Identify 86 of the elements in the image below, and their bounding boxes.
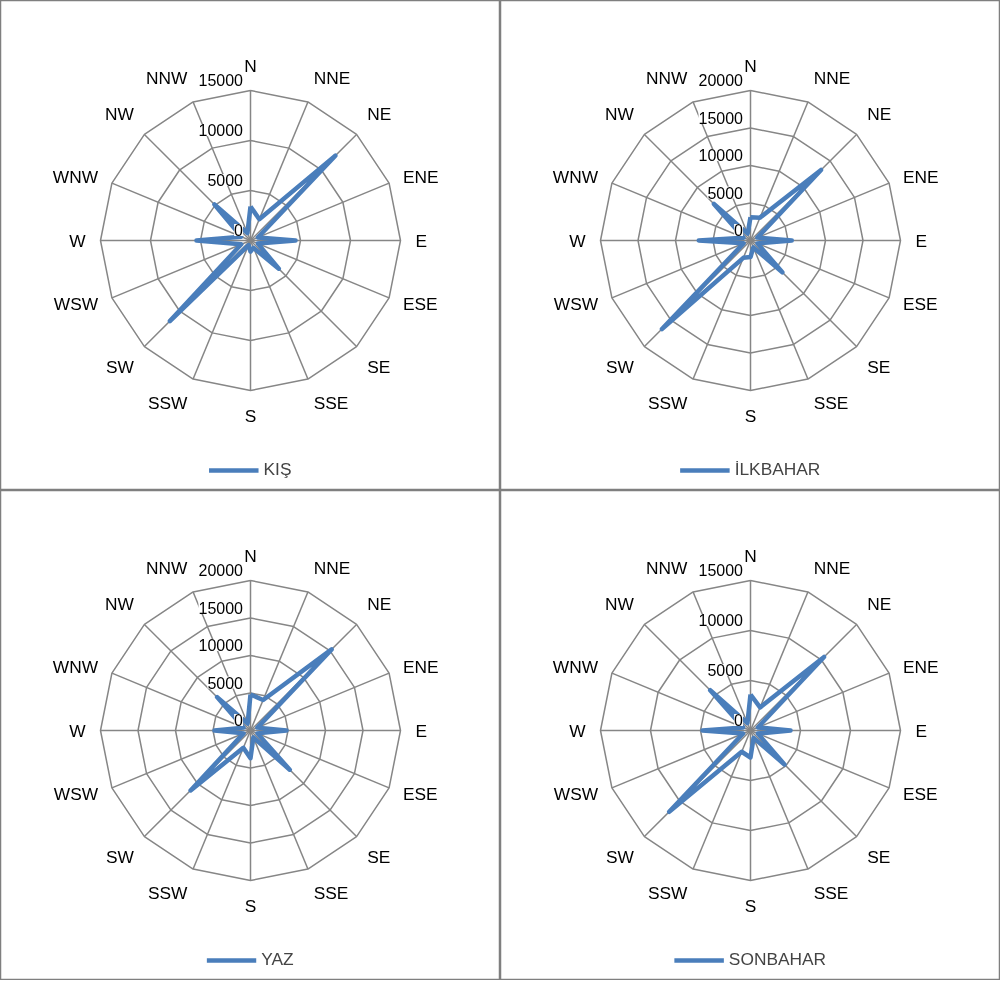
spoke-label: SW	[105, 357, 135, 378]
spoke-label: ESE	[902, 293, 938, 314]
y-tick-label: 5000	[707, 662, 744, 679]
y-tick-label: 0	[734, 712, 744, 729]
spoke-label: NNW	[145, 68, 188, 89]
legend-label: KIŞ	[263, 459, 292, 480]
spoke-label: SE	[367, 847, 391, 868]
spoke-label: NE	[367, 103, 392, 124]
y-tick-label: 15000	[698, 109, 744, 127]
spoke-label: WNW	[552, 167, 599, 188]
y-tick-label: 0	[234, 222, 244, 239]
spoke-label: E	[415, 230, 428, 251]
spoke-label: NW	[604, 103, 635, 124]
spoke-label: ESE	[402, 783, 438, 804]
spoke-label: W	[569, 720, 587, 741]
spoke-label: NNE	[313, 68, 351, 89]
spoke-label: NNW	[145, 558, 188, 579]
spoke-label: SSW	[647, 392, 688, 413]
spoke-label: SE	[867, 847, 891, 868]
y-tick-label: 10000	[198, 122, 244, 139]
y-tick-label: 10000	[698, 612, 744, 629]
spoke-label: WSW	[53, 293, 99, 314]
legend-label: YAZ	[261, 949, 294, 970]
spoke-label: ENE	[402, 657, 439, 678]
y-tick-label: 0	[234, 712, 244, 729]
spoke-label: ENE	[902, 657, 939, 678]
spoke-label: SSW	[647, 882, 688, 903]
spoke-label: SSE	[313, 882, 349, 903]
spoke-label: W	[69, 230, 87, 251]
spoke-label: WNW	[552, 657, 599, 678]
spoke-label: S	[744, 405, 757, 426]
spoke-label: NE	[867, 593, 892, 614]
spoke-label: E	[415, 720, 428, 741]
spoke-label: E	[915, 230, 928, 251]
spoke-label: S	[744, 895, 757, 916]
spoke-label: NNE	[813, 558, 851, 579]
spoke-label: WSW	[553, 293, 599, 314]
legend-label: SONBAHAR	[728, 949, 827, 970]
spoke-label: ESE	[902, 783, 938, 804]
y-tick-label: 10000	[198, 637, 244, 654]
spoke-label: NE	[867, 103, 892, 124]
y-tick-label: 15000	[698, 562, 744, 579]
spoke-label: NNW	[645, 68, 688, 89]
spoke-label: ENE	[902, 167, 939, 188]
spoke-label: N	[244, 55, 257, 76]
spoke-label: NW	[104, 103, 135, 124]
spoke-label: SE	[367, 357, 391, 378]
spoke-label: SW	[105, 847, 135, 868]
spoke-label: N	[744, 55, 757, 76]
spoke-label: SW	[605, 847, 635, 868]
legend-label: İLKBAHAR	[734, 459, 821, 480]
spoke-label: W	[569, 230, 587, 251]
spoke-label: ESE	[402, 293, 438, 314]
spoke-label: NW	[104, 593, 135, 614]
spoke-label: SE	[867, 357, 891, 378]
spoke-label: WSW	[53, 783, 99, 804]
spoke-label: SSE	[813, 882, 849, 903]
spoke-label: N	[744, 545, 757, 566]
spoke-label: S	[244, 895, 257, 916]
spoke-label: S	[244, 405, 257, 426]
spoke-label: SW	[605, 357, 635, 378]
spoke-label: WSW	[553, 783, 599, 804]
y-tick-label: 5000	[707, 184, 744, 202]
spoke-label: N	[244, 545, 257, 566]
spoke-label: SSE	[313, 392, 349, 413]
spoke-label: SSE	[813, 392, 849, 413]
y-tick-label: 5000	[207, 172, 244, 189]
spoke-label: SSW	[147, 882, 188, 903]
spoke-label: W	[69, 720, 87, 741]
spoke-label: WNW	[52, 167, 99, 188]
spoke-label: NW	[604, 593, 635, 614]
spoke-label: NNW	[645, 558, 688, 579]
spoke-label: NNE	[813, 68, 851, 89]
y-tick-label: 15000	[198, 599, 244, 617]
spoke-label: SSW	[147, 392, 188, 413]
y-tick-label: 20000	[698, 72, 744, 89]
spoke-label: WNW	[52, 657, 99, 678]
y-tick-label: 0	[734, 222, 744, 239]
y-tick-label: 5000	[207, 674, 244, 692]
spoke-label: ENE	[402, 167, 439, 188]
y-tick-label: 15000	[198, 72, 244, 89]
y-tick-label: 20000	[198, 562, 244, 579]
spoke-label: E	[915, 720, 928, 741]
spoke-label: NNE	[313, 558, 351, 579]
spoke-label: NE	[367, 593, 392, 614]
y-tick-label: 10000	[698, 147, 744, 164]
